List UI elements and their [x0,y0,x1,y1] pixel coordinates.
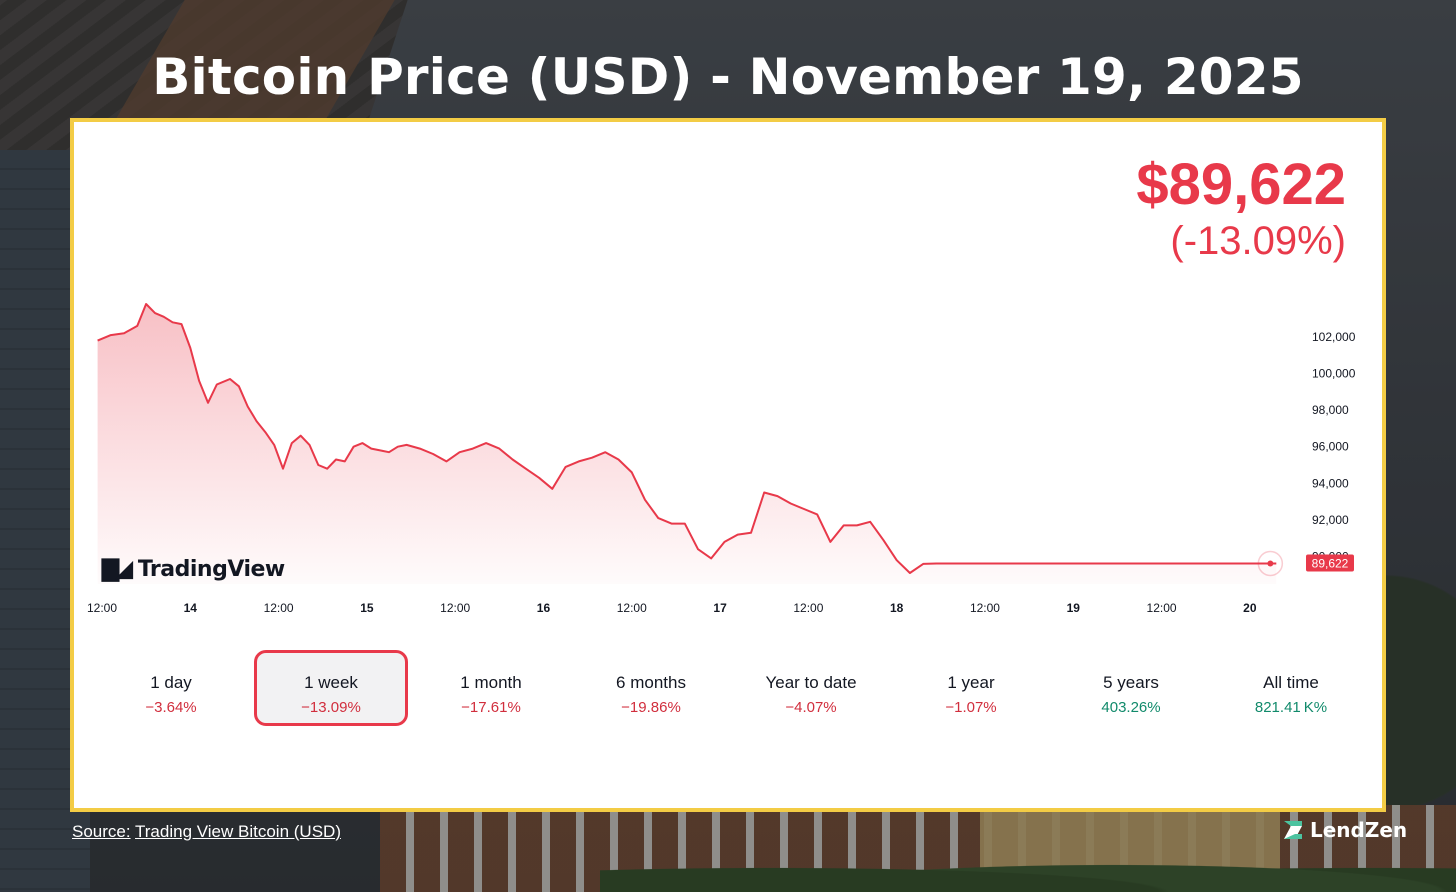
period-change: 821.41 K% [1254,699,1328,716]
last-point-halo [1257,550,1284,577]
x-tick-label: 12:00 [87,601,117,615]
x-tick-label: 12:00 [793,601,823,615]
x-tick-label: 20 [1243,601,1257,615]
period-year-to-date[interactable]: Year to date −4.07% [734,650,888,726]
page-title: Bitcoin Price (USD) - November 19, 2025 [152,48,1304,106]
source-caption: Source: Trading View Bitcoin (USD) [72,822,341,842]
last-value-badge [1306,554,1354,572]
period-selector: 1 day −3.64% 1 week −13.09% 1 month −17.61% 6 … [98,650,1378,730]
y-tick-label: 102,000 [1312,330,1356,344]
price-value: $89,622 [1136,152,1346,217]
period-5-years[interactable]: 5 years 403.26% [1054,650,1208,726]
y-tick-label: 94,000 [1312,476,1349,490]
period-1-week[interactable]: 1 week −13.09% [254,650,408,726]
x-tick-label: 12:00 [1147,601,1177,615]
period-1-day[interactable]: 1 day −3.64% [94,650,248,726]
x-tick-label: 12:00 [970,601,1000,615]
period-label: All time [1263,673,1319,692]
x-tick-label: 12:00 [617,601,647,615]
period-1-month[interactable]: 1 month −17.61% [414,650,568,726]
period-change: −1.07% [945,699,997,716]
x-tick-label: 18 [890,601,904,615]
chart-card: $89,622 (-13.09%) 90,00092,00094,00096,0… [70,118,1386,812]
y-tick-label: 100,000 [1312,367,1356,381]
period-label: 1 year [947,673,995,692]
price-area [97,304,1277,584]
period-6-months[interactable]: 6 months −19.86% [574,650,728,726]
lendzen-logo-icon [1282,819,1304,841]
period-label: Year to date [765,673,857,692]
tradingview-mark-icon: ▇◢ [102,556,133,581]
last-value-label: 89,622 [1312,556,1349,570]
period-1-year[interactable]: 1 year −1.07% [894,650,1048,726]
period-label: 6 months [616,673,686,692]
tradingview-wordmark: TradingView [137,556,285,582]
current-price: $89,622 (-13.09%) [1136,152,1346,264]
lendzen-brand: LendZen [1282,818,1407,842]
x-tick-label: 12:00 [264,601,294,615]
x-tick-label: 17 [713,601,727,615]
x-tick-label: 15 [360,601,374,615]
period-all-time[interactable]: All time 821.41 K% [1214,650,1368,726]
x-tick-label: 12:00 [440,601,470,615]
period-label: 1 week [304,673,358,692]
last-point [1267,560,1274,567]
y-tick-label: 96,000 [1312,440,1349,454]
price-line [97,303,1277,574]
price-change: (-13.09%) [1170,219,1346,263]
price-chart[interactable]: 90,00092,00094,00096,00098,000100,000102… [74,122,1382,622]
period-label: 1 month [460,673,522,692]
y-tick-label: 92,000 [1312,513,1349,527]
tradingview-logo: ▇◢ TradingView [102,556,285,582]
brand-name: LendZen [1310,818,1408,842]
source-prefix: Source: [72,822,131,841]
x-tick-label: 14 [184,601,198,615]
period-change: 403.26% [1101,699,1161,716]
period-label: 1 day [150,673,192,692]
period-change: −13.09% [301,699,361,716]
y-tick-label: 98,000 [1312,403,1349,417]
period-change: −3.64% [145,699,197,716]
source-link[interactable]: Trading View Bitcoin (USD) [135,822,341,841]
period-change: −4.07% [785,699,837,716]
period-label: 5 years [1103,673,1159,692]
x-tick-label: 19 [1067,601,1081,615]
period-change: −19.86% [621,699,681,716]
x-tick-label: 16 [537,601,551,615]
period-change: −17.61% [461,699,521,716]
